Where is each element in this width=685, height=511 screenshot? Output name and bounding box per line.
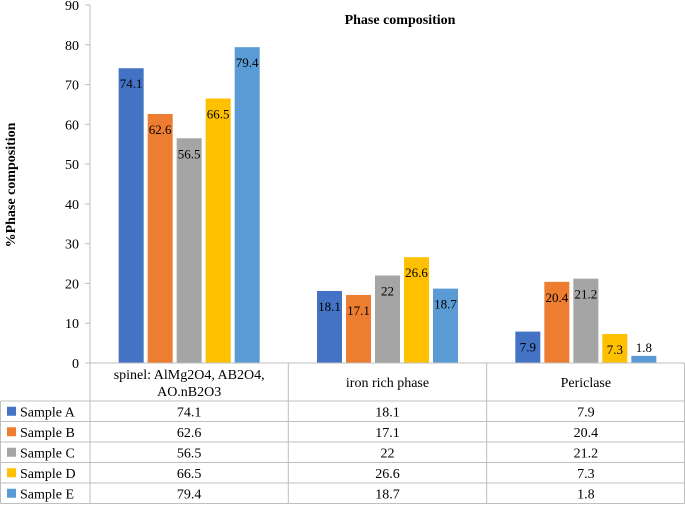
table-cell: 22 <box>381 446 395 461</box>
data-label: 1.8 <box>636 340 652 355</box>
y-tick-label: 0 <box>72 357 79 372</box>
bar <box>515 331 541 363</box>
bar <box>602 333 628 363</box>
table-cell: 17.1 <box>375 426 400 441</box>
category-label: Periclase <box>561 376 612 391</box>
chart-title: Phase composition <box>345 13 456 28</box>
bar <box>375 275 400 363</box>
table-cell: 18.1 <box>375 405 400 420</box>
bar <box>573 278 599 363</box>
bar <box>433 288 458 363</box>
data-label: 7.9 <box>520 340 536 355</box>
data-label: 7.3 <box>607 342 623 357</box>
category-label: iron rich phase <box>346 376 429 391</box>
legend-label: Sample C <box>20 446 75 461</box>
table-cell: 66.5 <box>177 467 202 482</box>
bar <box>404 257 429 363</box>
data-label: 26.6 <box>405 265 428 280</box>
data-label: 22 <box>381 283 394 298</box>
y-tick-label: 50 <box>65 158 79 173</box>
data-table: spinel: AlMg2O4, AB2O4, AO.nB2O3 iron rich… <box>0 362 685 504</box>
bar <box>176 138 202 363</box>
bar <box>544 281 570 363</box>
table-cell: 21.2 <box>574 446 599 461</box>
table-cell: 1.8 <box>577 487 595 502</box>
table-cell: 26.6 <box>375 467 400 482</box>
data-label: 62.6 <box>149 122 172 137</box>
legend-key <box>7 447 16 457</box>
y-tick-label: 40 <box>65 198 79 213</box>
legend-key <box>7 488 16 498</box>
legend-key <box>7 427 16 437</box>
bar <box>346 294 371 363</box>
bar <box>631 355 657 363</box>
table-cell: 18.7 <box>375 487 400 502</box>
y-tick-label: 60 <box>65 118 79 133</box>
data-label: 79.4 <box>236 55 259 70</box>
bar <box>317 291 342 363</box>
data-label: 56.5 <box>178 146 201 161</box>
legend-key <box>7 406 16 416</box>
chart-axes: 0 10 20 30 40 50 60 70 80 90 <box>65 0 91 372</box>
y-tick-label: 70 <box>65 79 79 94</box>
chart-bars <box>118 47 657 364</box>
table-cell: 56.5 <box>177 446 202 461</box>
data-label: 18.1 <box>318 299 341 314</box>
table-cell: 7.9 <box>577 405 595 420</box>
data-label: 21.2 <box>574 287 597 302</box>
category-label: spinel: AlMg2O4, AB2O4, AO.nB2O3 <box>114 368 265 400</box>
table-cell: 7.3 <box>577 467 595 482</box>
y-tick-label: 30 <box>65 238 79 253</box>
y-tick-label: 80 <box>65 39 79 54</box>
legend-label: Sample D <box>20 467 76 482</box>
y-axis-title: %Phase composition <box>4 122 19 247</box>
data-label: 20.4 <box>545 290 568 305</box>
y-tick-label: 20 <box>65 277 79 292</box>
bar <box>234 47 260 364</box>
chart-data-labels: 74.1 62.6 56.5 66.5 79.4 18.1 17.1 22 26.6 18.7 7.… <box>120 55 652 357</box>
table-cell: 20.4 <box>574 426 599 441</box>
legend-key <box>7 468 16 478</box>
table-cell: 62.6 <box>177 426 202 441</box>
legend-label: Sample A <box>20 405 76 420</box>
data-label: 17.1 <box>347 303 370 318</box>
bar <box>147 113 173 363</box>
table-cell: 79.4 <box>177 487 202 502</box>
table-cell: 74.1 <box>177 405 202 420</box>
data-label: 18.7 <box>434 297 457 312</box>
y-tick-label: 10 <box>65 317 79 332</box>
legend-label: Sample E <box>20 487 74 502</box>
legend-label: Sample B <box>20 426 75 441</box>
bar <box>118 68 144 363</box>
y-tick-label: 90 <box>65 0 79 14</box>
data-label: 74.1 <box>120 76 143 91</box>
bar <box>205 98 231 363</box>
data-label: 66.5 <box>207 106 230 121</box>
